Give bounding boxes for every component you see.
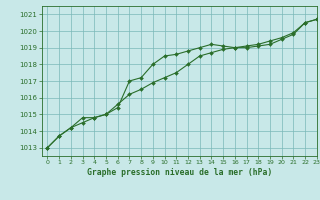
X-axis label: Graphe pression niveau de la mer (hPa): Graphe pression niveau de la mer (hPa)	[87, 168, 272, 177]
